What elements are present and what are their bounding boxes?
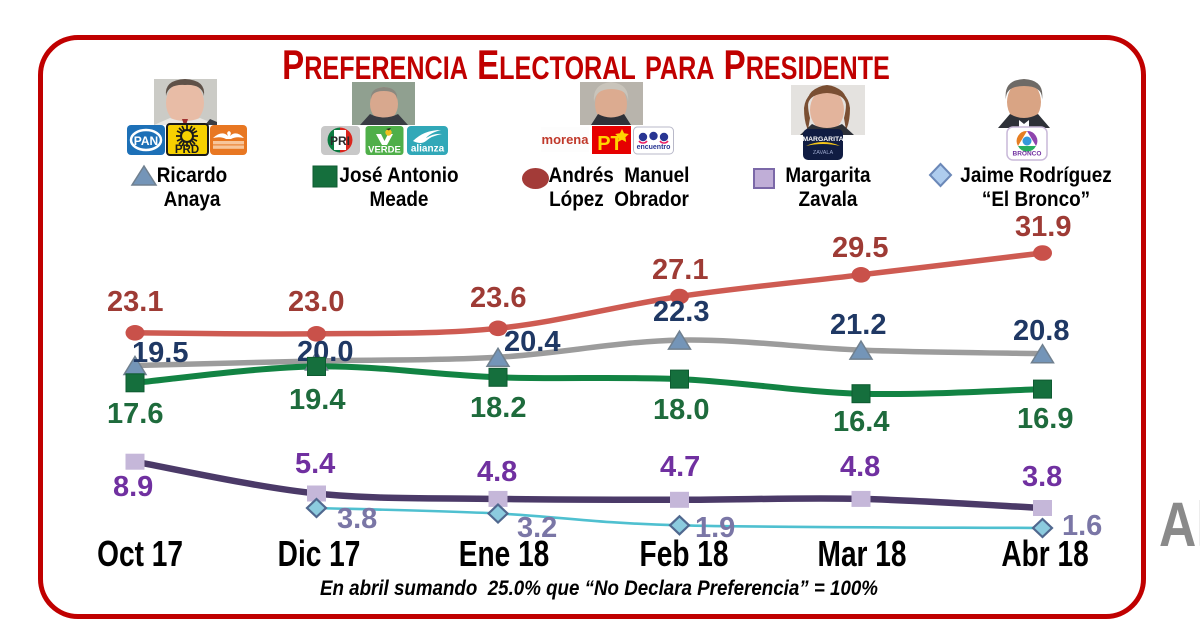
svg-text:encuentro: encuentro <box>637 144 671 151</box>
svg-text:MARGARITA: MARGARITA <box>802 136 843 143</box>
svg-text:BRONCO: BRONCO <box>1013 151 1042 158</box>
svg-text:VERDE: VERDE <box>368 145 401 156</box>
svg-text:alianza: alianza <box>411 144 445 155</box>
svg-text:PRD: PRD <box>175 144 199 156</box>
svg-text:PT: PT <box>597 133 623 155</box>
svg-text:PAN: PAN <box>134 134 158 148</box>
svg-text:ZAVALA: ZAVALA <box>813 150 834 156</box>
svg-text:morena: morena <box>542 132 590 147</box>
svg-text:PRI: PRI <box>330 134 350 148</box>
